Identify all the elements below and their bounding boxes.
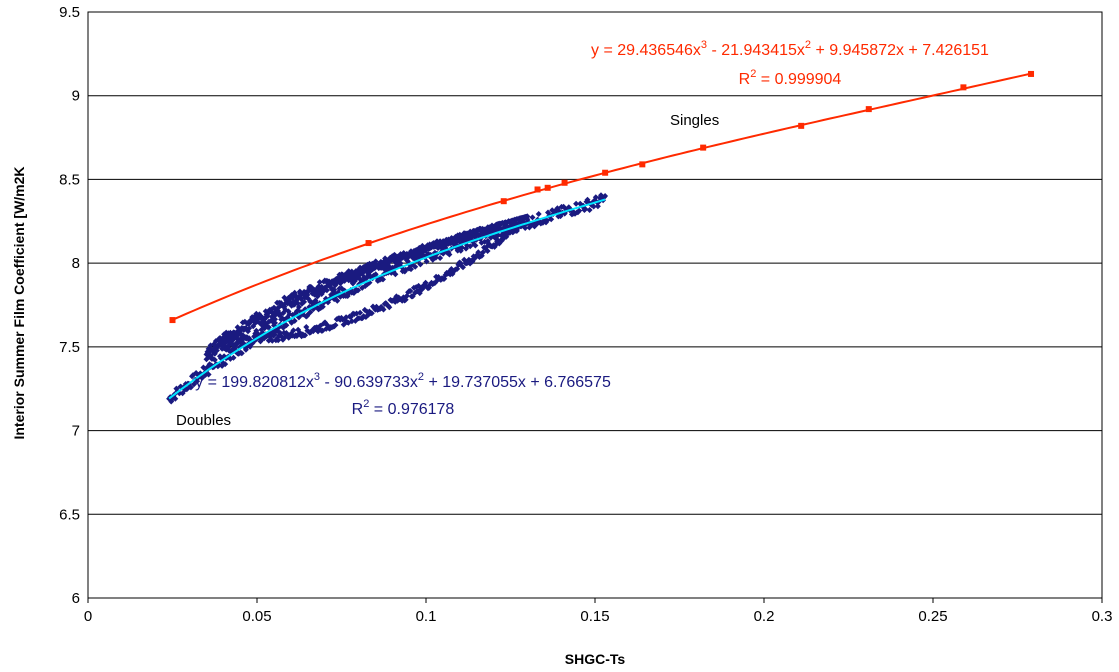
- x-tick-label: 0.15: [580, 608, 609, 625]
- doubles-series-label: Doubles: [176, 412, 231, 429]
- x-tick-label: 0.1: [416, 608, 437, 625]
- singles-point: [865, 106, 872, 113]
- doubles-markers: [166, 192, 609, 405]
- y-tick-label: 8.5: [59, 171, 80, 188]
- doubles-r2: R2 = 0.976178: [352, 398, 455, 418]
- x-tick-label: 0.05: [242, 608, 271, 625]
- singles-point: [639, 161, 646, 168]
- singles-trendline: [172, 72, 1032, 321]
- doubles-trendline: [168, 198, 606, 400]
- singles-point: [561, 179, 568, 186]
- singles-eq-part1: y = 29.436546x: [591, 42, 701, 59]
- singles-point: [500, 198, 507, 205]
- y-tick-label: 6.5: [59, 506, 80, 523]
- singles-eq-part3: + 9.945872x + 7.426151: [811, 42, 989, 59]
- gridlines: [88, 95, 1102, 515]
- singles-trend-equation: y = 29.436546x3 - 21.943415x2 + 9.945872…: [591, 39, 989, 59]
- x-tick-label: 0: [84, 608, 92, 625]
- doubles-r2-value: = 0.976178: [369, 401, 454, 418]
- y-tick-label: 8: [72, 255, 80, 272]
- plot-border: [87, 11, 1103, 599]
- singles-series-label: Singles: [670, 112, 719, 129]
- doubles-eq-sup2: 2: [418, 371, 424, 383]
- doubles-r2-label: R: [352, 401, 364, 418]
- singles-point: [534, 186, 541, 193]
- singles-point: [700, 144, 707, 151]
- y-tick-label: 7.5: [59, 339, 80, 356]
- plot-area: [88, 12, 1102, 598]
- singles-r2-sup: 2: [750, 68, 756, 80]
- x-axis-title: SHGC-Ts: [565, 651, 626, 667]
- y-tick-labels: 6 6.5 7 7.5 8 8.5 9 9.5: [59, 4, 80, 607]
- singles-eq-part2: - 21.943415x: [707, 42, 805, 59]
- singles-eq-sup3: 3: [701, 39, 707, 51]
- doubles-eq-sup3: 3: [314, 371, 320, 383]
- singles-trend-curve: [172, 72, 1032, 321]
- singles-eq-sup2: 2: [805, 39, 811, 51]
- doubles-eq-part3: + 19.737055x + 6.766575: [424, 374, 611, 391]
- doubles-trend-curve: [168, 198, 606, 400]
- x-tick-label: 0.3: [1092, 608, 1113, 625]
- singles-point: [602, 169, 609, 176]
- doubles-eq-part2: - 90.639733x: [320, 374, 418, 391]
- singles-series: [169, 70, 1035, 324]
- singles-point: [544, 184, 551, 191]
- doubles-eq-part1: y = 199.820812x: [195, 374, 314, 391]
- doubles-trend-equation: y = 199.820812x3 - 90.639733x2 + 19.7370…: [195, 371, 611, 391]
- singles-point: [365, 240, 372, 247]
- y-tick-label: 9: [72, 88, 80, 105]
- x-tick-label: 0.2: [754, 608, 775, 625]
- y-tick-label: 7: [72, 423, 80, 440]
- y-tick-label: 9.5: [59, 4, 80, 21]
- singles-r2: R2 = 0.999904: [739, 68, 842, 88]
- x-tick-labels: 0 0.05 0.1 0.15 0.2 0.25 0.3: [84, 598, 1113, 625]
- singles-point: [960, 84, 967, 91]
- singles-r2-value: = 0.999904: [756, 71, 841, 88]
- y-tick-label: 6: [72, 590, 80, 607]
- doubles-r2-sup: 2: [363, 398, 369, 410]
- singles-point: [1028, 70, 1035, 77]
- doubles-series: [166, 192, 609, 405]
- singles-point: [798, 122, 805, 129]
- x-tick-label: 0.25: [918, 608, 947, 625]
- y-axis-title: Interior Summer Film Coefficient [W/m2K: [11, 166, 27, 439]
- singles-r2-label: R: [739, 71, 751, 88]
- singles-point: [169, 317, 176, 324]
